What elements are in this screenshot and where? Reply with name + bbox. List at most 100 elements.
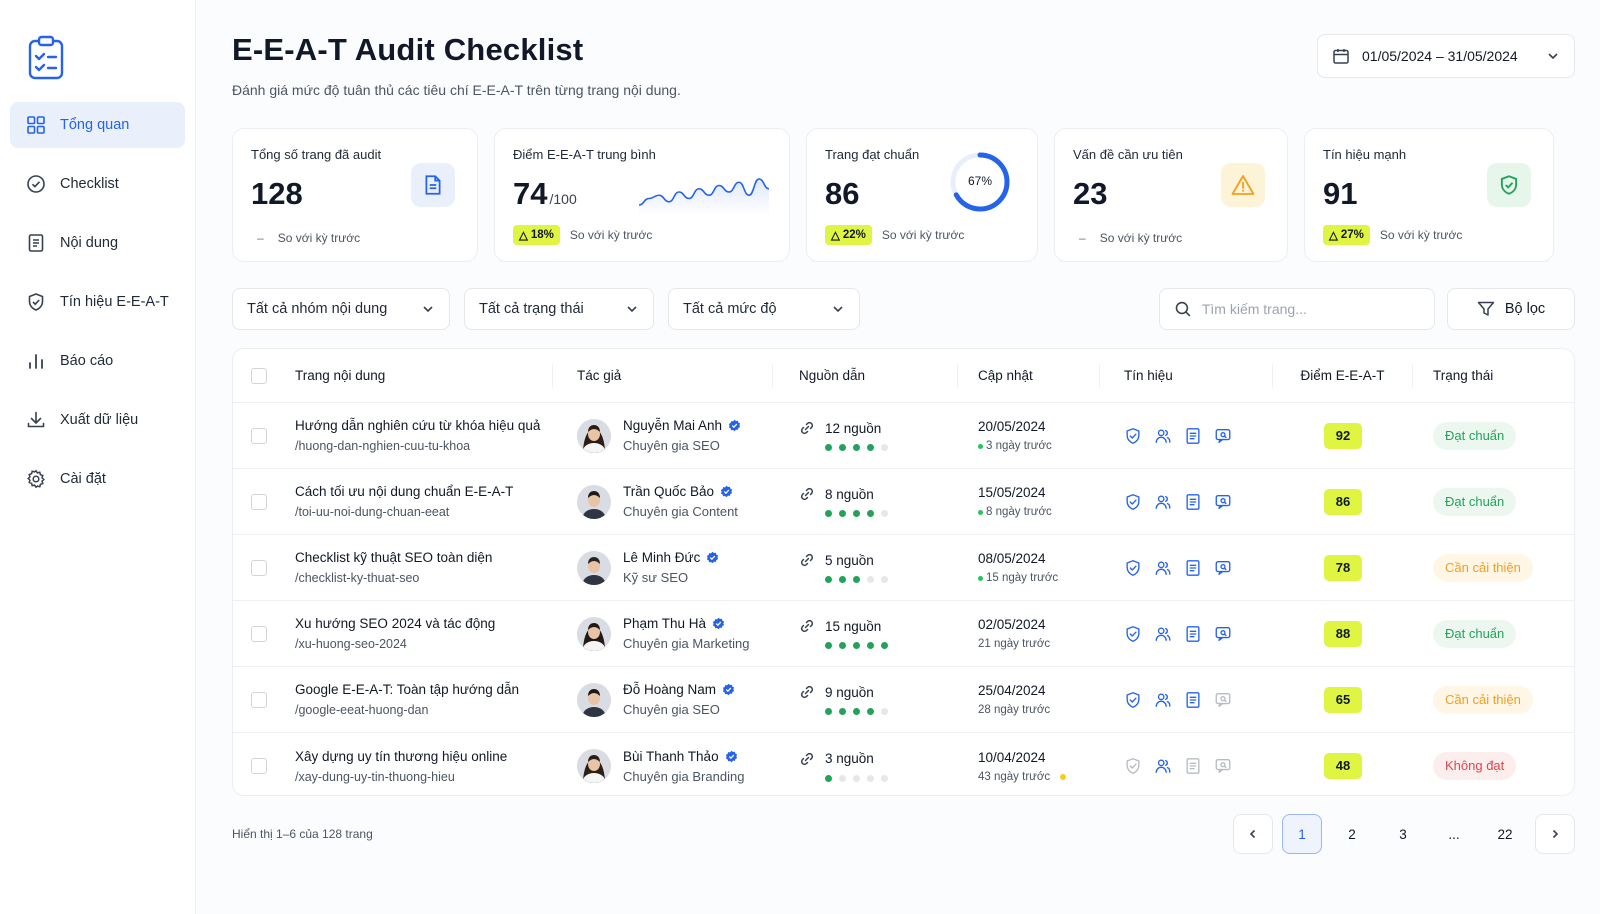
review-chat-icon[interactable]: [1214, 691, 1232, 709]
author-name[interactable]: Phạm Thu Hà: [623, 616, 707, 631]
table-row[interactable]: Xây dựng uy tín thương hiệu online/xay-d…: [233, 733, 1574, 795]
prev-page-button[interactable]: [1233, 814, 1273, 854]
source-quality-dot: [853, 576, 860, 583]
review-chat-icon[interactable]: [1214, 427, 1232, 445]
chevron-down-icon: [423, 306, 433, 313]
column-header-updated[interactable]: Cập nhật: [958, 363, 1100, 388]
table-header: Trang nội dung Tác giả Nguồn dẫn Cập nhậ…: [233, 349, 1574, 403]
author-name[interactable]: Bùi Thanh Thảo: [623, 748, 719, 764]
column-header-signals[interactable]: Tín hiệu: [1100, 363, 1273, 388]
row-checkbox[interactable]: [251, 559, 267, 576]
page-button-2[interactable]: 2: [1348, 826, 1356, 842]
document-icon[interactable]: [1184, 493, 1202, 511]
review-chat-icon[interactable]: [1214, 625, 1232, 643]
review-chat-icon[interactable]: [1214, 493, 1232, 511]
column-header-status[interactable]: Trạng thái: [1433, 368, 1494, 383]
content-group-select[interactable]: Tất cả nhóm nội dung: [232, 288, 450, 330]
next-page-button[interactable]: [1535, 814, 1575, 854]
shield-check-icon[interactable]: [1124, 625, 1142, 643]
source-count[interactable]: 15 nguồn: [825, 618, 882, 634]
author-name[interactable]: Trần Quốc Bảo: [623, 484, 715, 499]
review-chat-icon[interactable]: [1214, 559, 1232, 577]
source-quality-dot: [853, 774, 860, 782]
source-count[interactable]: 12 nguồn: [825, 420, 882, 436]
document-icon[interactable]: [1184, 427, 1202, 445]
row-checkbox[interactable]: [251, 625, 267, 642]
page-title-cell[interactable]: Xu hướng SEO 2024 và tác động: [295, 616, 496, 631]
row-checkbox[interactable]: [251, 427, 267, 444]
verified-badge-icon: [720, 485, 733, 498]
page-button-3[interactable]: 3: [1399, 826, 1407, 842]
sidebar-item-reports[interactable]: Báo cáo: [10, 338, 185, 384]
users-icon[interactable]: [1154, 427, 1172, 445]
shield-check-icon[interactable]: [1124, 427, 1142, 445]
change-badge: △ 18%: [513, 225, 560, 245]
author-name[interactable]: Nguyễn Mai Anh: [623, 418, 723, 433]
filter-button[interactable]: Bộ lọc: [1447, 288, 1575, 330]
document-icon[interactable]: [1184, 691, 1202, 709]
link-icon: [800, 685, 814, 699]
users-icon[interactable]: [1154, 493, 1172, 511]
review-chat-icon[interactable]: [1214, 757, 1232, 775]
row-checkbox[interactable]: [251, 493, 267, 510]
date-range-picker[interactable]: 01/05/2024 – 31/05/2024: [1317, 34, 1575, 78]
stat-footer: – So với kỳ trước: [1073, 231, 1182, 245]
column-header-score[interactable]: Điểm E-E-A-T: [1273, 363, 1413, 388]
source-quality-dot: [825, 708, 832, 715]
sidebar-item-export[interactable]: Xuất dữ liệu: [10, 397, 185, 443]
score-badge: 78: [1324, 554, 1362, 581]
document-icon[interactable]: [1184, 625, 1202, 643]
row-checkbox[interactable]: [251, 691, 267, 708]
users-icon[interactable]: [1154, 559, 1172, 577]
column-header-sources[interactable]: Nguồn dẫn: [773, 363, 958, 388]
table-row[interactable]: Hướng dẫn nghiên cứu từ khóa hiệu quả/hu…: [233, 403, 1574, 469]
sidebar-nav: Tổng quan Checklist Nội dung Tín hiệu E-…: [0, 102, 195, 502]
source-count[interactable]: 9 nguồn: [825, 684, 874, 700]
shield-check-icon[interactable]: [1124, 757, 1142, 775]
page-title-cell[interactable]: Xây dựng uy tín thương hiệu online: [295, 748, 508, 764]
sidebar-item-overview[interactable]: Tổng quan: [10, 102, 185, 148]
document-icon[interactable]: [1184, 559, 1202, 577]
source-count[interactable]: 3 nguồn: [825, 751, 874, 766]
document-icon: [411, 163, 455, 207]
sidebar-item-eeat-signals[interactable]: Tín hiệu E-E-A-T: [10, 279, 185, 325]
table-row[interactable]: Cách tối ưu nội dung chuẩn E-E-A-T/toi-u…: [233, 469, 1574, 535]
column-header-page[interactable]: Trang nội dung: [285, 363, 553, 388]
source-count[interactable]: 5 nguồn: [825, 552, 874, 568]
author-role: Chuyên gia Branding: [623, 768, 745, 784]
stat-card-total-pages: Tổng số trang đã audit 128 – So với kỳ t…: [232, 128, 478, 262]
shield-check-icon[interactable]: [1124, 493, 1142, 511]
users-icon[interactable]: [1154, 757, 1172, 775]
page-button-22[interactable]: 22: [1497, 826, 1513, 842]
page-title-cell[interactable]: Hướng dẫn nghiên cứu từ khóa hiệu quả: [295, 418, 541, 433]
sidebar-item-checklist[interactable]: Checklist: [10, 161, 185, 207]
users-icon[interactable]: [1154, 691, 1172, 709]
avatar: [577, 749, 611, 783]
table-row[interactable]: Google E-E-A-T: Toàn tập hướng dẫn/googl…: [233, 667, 1574, 733]
table-row[interactable]: Checklist kỹ thuật SEO toàn diện/checkli…: [233, 535, 1574, 601]
select-all-checkbox[interactable]: [251, 367, 267, 384]
page-title-cell[interactable]: Checklist kỹ thuật SEO toàn diện: [295, 550, 493, 565]
source-quality-dot: [853, 642, 860, 649]
stat-footer: – So với kỳ trước: [251, 231, 360, 245]
sidebar-item-content[interactable]: Nội dung: [10, 220, 185, 266]
page-title-cell[interactable]: Cách tối ưu nội dung chuẩn E-E-A-T: [295, 484, 514, 499]
author-name[interactable]: Lê Minh Đức: [623, 550, 701, 565]
table-row[interactable]: Xu hướng SEO 2024 và tác động/xu-huong-s…: [233, 601, 1574, 667]
column-header-author[interactable]: Tác giả: [553, 363, 773, 388]
level-select[interactable]: Tất cả mức độ: [668, 288, 860, 330]
status-badge: Cần cải thiện: [1433, 553, 1533, 582]
author-name[interactable]: Đỗ Hoàng Nam: [623, 682, 717, 697]
search-icon: [1175, 301, 1191, 317]
shield-check-icon[interactable]: [1124, 559, 1142, 577]
page-title-cell[interactable]: Google E-E-A-T: Toàn tập hướng dẫn: [295, 682, 520, 697]
shield-check-icon[interactable]: [1124, 691, 1142, 709]
document-icon[interactable]: [1184, 757, 1202, 775]
users-icon[interactable]: [1154, 625, 1172, 643]
status-select[interactable]: Tất cả trạng thái: [464, 288, 654, 330]
page-button-1[interactable]: 1: [1282, 814, 1322, 854]
row-checkbox[interactable]: [251, 758, 267, 774]
sidebar-item-settings[interactable]: Cài đặt: [10, 456, 185, 502]
search-input[interactable]: [1201, 301, 1420, 317]
source-count[interactable]: 8 nguồn: [825, 486, 874, 502]
